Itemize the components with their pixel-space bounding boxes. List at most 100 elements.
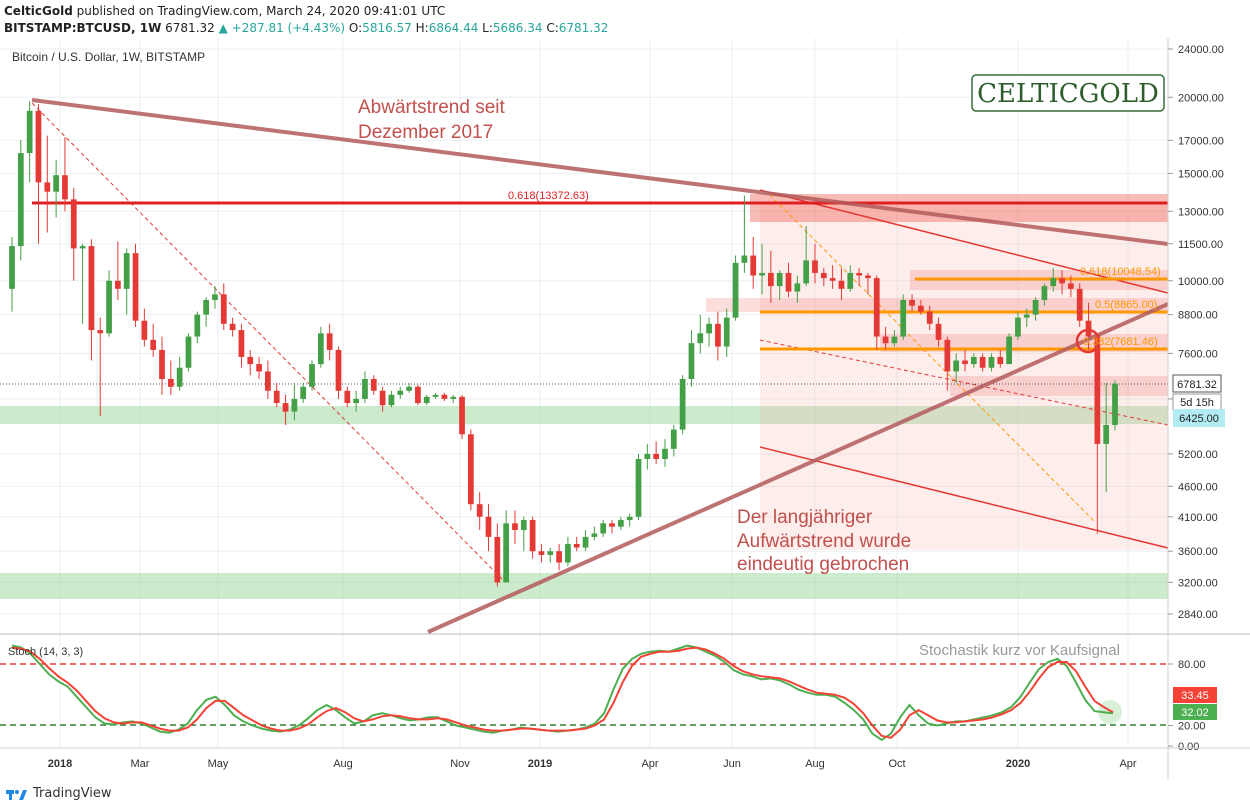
candle <box>697 314 704 354</box>
candle-body <box>203 299 209 315</box>
price-tick-label: 3200.00 <box>1178 577 1218 589</box>
candle-body <box>379 390 386 406</box>
candle-body <box>935 323 942 340</box>
candle-body <box>309 364 315 387</box>
candle-body <box>397 390 404 395</box>
candle-body <box>838 280 845 289</box>
candle-body <box>1085 320 1092 337</box>
candle-body <box>688 343 695 379</box>
candle <box>415 384 421 406</box>
candle-body <box>17 153 24 247</box>
candle-body <box>715 323 721 347</box>
ohlc-line: BITSTAMP:BTCUSD, 1W 6781.32 ▲ +287.81 (+… <box>4 21 608 35</box>
candle <box>53 159 59 218</box>
downtrend-annotation-line2: Dezember 2017 <box>358 122 493 143</box>
candle <box>256 356 262 379</box>
candle-body <box>406 386 412 391</box>
candle-body <box>750 255 757 276</box>
candle <box>873 275 880 350</box>
candle-body <box>1015 317 1021 337</box>
candle-body <box>132 253 139 321</box>
candle-body <box>194 314 201 337</box>
candle-body <box>979 356 986 368</box>
channel-upper-line <box>759 189 1169 294</box>
candle <box>970 353 977 368</box>
level-tag: 6425.00 <box>1173 409 1225 427</box>
candle-body <box>882 336 889 344</box>
candle-body <box>997 356 1004 365</box>
candle <box>767 250 774 303</box>
candle-body <box>159 349 165 379</box>
candle-body <box>494 536 501 583</box>
candle <box>520 516 527 552</box>
candle <box>335 346 342 399</box>
stoch-k-tag-text: 33.45 <box>1181 690 1209 702</box>
stoch-tick-label: 20.00 <box>1178 721 1206 733</box>
candle-body <box>1112 383 1118 425</box>
price-tick-label: 17000.00 <box>1178 135 1224 147</box>
price-tick-label: 3600.00 <box>1178 546 1218 558</box>
up-triangle-icon: ▲ <box>218 21 228 35</box>
candle <box>1023 308 1030 327</box>
candle-body <box>1068 283 1074 289</box>
candle <box>79 243 86 324</box>
candle <box>670 424 677 457</box>
footer-brand[interactable]: TradingView <box>33 786 112 801</box>
candle <box>450 394 457 404</box>
candle <box>706 317 712 347</box>
candle-body <box>141 320 148 340</box>
candle-body <box>503 523 510 583</box>
candle-body <box>856 272 862 276</box>
candle <box>309 360 315 391</box>
time-tick-label: Apr <box>1119 758 1136 770</box>
candle <box>17 140 24 261</box>
candle-body <box>185 336 192 368</box>
indicator-label[interactable]: Stoch (14, 3, 3) <box>8 646 83 658</box>
time-axis[interactable]: 2018 Mar May Aug Nov 2019 Apr Jun Aug Oct 2020 Apr <box>48 758 1137 770</box>
time-tick-label: Mar <box>131 758 150 770</box>
candle-body <box>970 356 977 365</box>
logo-text: CELTICGOLD <box>977 79 1159 109</box>
candle-body <box>247 356 254 365</box>
candle <box>185 333 192 372</box>
candle-body <box>873 278 880 337</box>
candle-body <box>617 520 624 527</box>
candle <box>609 520 615 534</box>
candle <box>141 308 148 347</box>
candle <box>512 510 518 544</box>
candle-body <box>988 356 995 368</box>
published-text: published on TradingView.com, March 24, … <box>76 4 446 18</box>
candle <box>432 392 439 399</box>
candle-body <box>723 317 730 347</box>
candle <box>838 267 845 300</box>
fib-zone-05 <box>706 298 1168 312</box>
candle-body <box>741 255 748 263</box>
candle-body <box>291 398 298 412</box>
candle <box>265 360 271 399</box>
candle <box>547 547 554 563</box>
candle <box>626 513 633 527</box>
stoch-d-tag: 32.02 <box>1173 704 1217 720</box>
support-zone-lower <box>0 573 1168 599</box>
candle <box>212 286 218 309</box>
author-name[interactable]: CelticGold <box>4 4 73 18</box>
candle-body <box>467 434 474 505</box>
candle <box>723 308 730 357</box>
symbol-label: BITSTAMP:BTCUSD, 1W <box>4 21 162 35</box>
candle-body <box>529 520 536 552</box>
candle <box>891 330 898 347</box>
candle <box>229 317 236 337</box>
candle-body <box>441 394 448 399</box>
candle-body <box>353 398 360 404</box>
candle <box>573 536 580 552</box>
candle-body <box>459 396 465 435</box>
uptrend-line[interactable] <box>427 302 1169 634</box>
candle-body <box>732 262 739 318</box>
candle <box>503 510 510 583</box>
candle <box>538 543 545 563</box>
candle-body <box>891 336 898 344</box>
candle <box>132 243 139 327</box>
downtrend-line[interactable] <box>31 98 1169 246</box>
price-tick-label: 4600.00 <box>1178 481 1218 493</box>
